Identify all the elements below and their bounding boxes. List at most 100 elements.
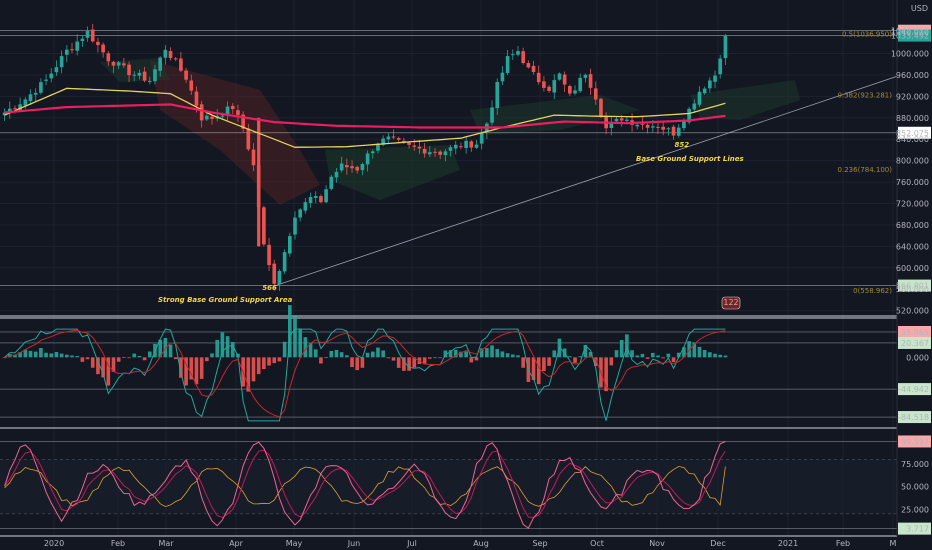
macd-histogram-bar: [2, 357, 7, 359]
macd-histogram-bar: [573, 357, 577, 363]
candle-body: [723, 35, 728, 59]
macd-histogram-bar: [267, 357, 271, 366]
time-tick-label: Jun: [347, 539, 361, 548]
time-tick-label: 2020: [44, 539, 64, 548]
candle-body: [562, 74, 567, 85]
candle-body: [241, 114, 245, 129]
candle-body: [350, 166, 354, 169]
annotation-base-support-lines: Base Ground Support Lines: [636, 155, 744, 163]
macd-histogram-bar: [345, 355, 349, 358]
macd-histogram-bar: [490, 345, 494, 358]
candle-body: [199, 104, 204, 121]
candle-body: [173, 58, 178, 60]
candle-body: [417, 146, 422, 149]
macd-histogram-bar: [80, 357, 85, 362]
macd-histogram-bar: [339, 352, 344, 358]
macd-histogram-bar: [360, 357, 365, 368]
candle-body: [407, 142, 411, 145]
candle-body: [28, 94, 33, 101]
macd-histogram-bar: [521, 357, 525, 368]
time-tick-label: Mar: [158, 539, 174, 548]
candle-body: [303, 202, 308, 211]
candle-body: [54, 67, 59, 73]
macd-histogram-bar: [495, 348, 500, 358]
macd-histogram-bar: [329, 351, 334, 358]
macd-histogram-bar: [702, 350, 707, 358]
macd-tag-box: [898, 383, 931, 396]
macd-histogram-bar: [230, 341, 235, 358]
macd-histogram-bar: [142, 357, 147, 361]
candle-body: [490, 107, 494, 123]
candle-body: [531, 65, 536, 72]
macd-tag: 35.865: [901, 328, 929, 337]
candle-body: [210, 116, 214, 119]
macd-histogram-bar: [173, 357, 178, 360]
macd-histogram-bar: [210, 353, 214, 358]
candle-body: [645, 124, 650, 128]
time-tick-label: Feb: [836, 539, 850, 548]
moving-average-red: [4, 103, 726, 129]
macd-histogram-bar: [184, 357, 188, 386]
candle-body: [370, 151, 375, 154]
macd-signal-line: [4, 329, 726, 418]
macd-histogram-bar: [350, 357, 354, 368]
macd-histogram-bar: [355, 357, 360, 371]
candle-body: [13, 108, 17, 110]
candle-body: [127, 64, 131, 76]
candle-body: [459, 146, 463, 148]
candle-body: [85, 30, 90, 38]
annotation-566: 566: [262, 284, 277, 292]
macd-histogram-bar: [443, 350, 448, 358]
macd-histogram-bar: [640, 353, 645, 358]
macd-histogram-bar: [464, 351, 468, 358]
moving-average-yellow: [4, 87, 726, 148]
candle-body: [687, 108, 691, 123]
candle-body: [443, 151, 448, 156]
candle-body: [70, 49, 74, 51]
fib-level-label: 0(558.962): [853, 287, 892, 295]
macd-histogram-bar: [661, 357, 665, 359]
cloud-green: [325, 145, 460, 200]
candle-body: [360, 163, 365, 171]
time-tick-label: 2021: [778, 539, 798, 548]
candle-body: [536, 72, 541, 83]
macd-histogram-bar: [428, 357, 432, 359]
macd-histogram-bar: [33, 351, 38, 358]
macd-histogram-bar: [666, 353, 671, 358]
macd-histogram-bar: [474, 357, 479, 361]
macd-histogram-bar: [718, 354, 723, 358]
macd-histogram-bar: [256, 357, 261, 375]
candle-body: [578, 77, 583, 92]
macd-histogram-bar: [630, 350, 634, 358]
macd-histogram-bar: [54, 352, 59, 358]
macd-histogram-bar: [205, 357, 209, 362]
macd-pane: [0, 305, 897, 422]
time-tick-label: Jul: [406, 539, 417, 548]
candle-body: [277, 270, 282, 285]
macd-histogram-bar: [23, 349, 28, 358]
macd-histogram-bar: [65, 354, 69, 358]
candle-body: [168, 51, 173, 59]
stoch-tag-box: [898, 435, 931, 448]
macd-histogram-bar: [588, 351, 593, 358]
candle-body: [438, 151, 443, 155]
macd-histogram-bar: [609, 357, 614, 366]
candle-body: [313, 196, 318, 198]
macd-histogram-bar: [158, 339, 162, 358]
candle-body: [59, 56, 64, 68]
candle-body: [339, 163, 344, 171]
macd-histogram-bar: [505, 353, 510, 358]
macd-histogram-bar: [453, 349, 458, 358]
stoch-tick-label: 25.000: [901, 505, 929, 514]
candle-body: [433, 151, 437, 153]
macd-histogram-bar: [13, 355, 17, 358]
price-tick-label: 600.000: [896, 264, 929, 273]
time-axis-bg: [0, 537, 932, 550]
time-tick-label: May: [286, 539, 303, 548]
candle-body: [557, 73, 562, 80]
price-tag: 1033.492: [891, 32, 929, 41]
price-tick-label: 1000.000: [891, 50, 929, 59]
macd-histogram-bar: [469, 357, 474, 363]
macd-tag: 0.000: [906, 353, 929, 362]
fib-level-label: 0.236(784.100): [838, 166, 893, 174]
